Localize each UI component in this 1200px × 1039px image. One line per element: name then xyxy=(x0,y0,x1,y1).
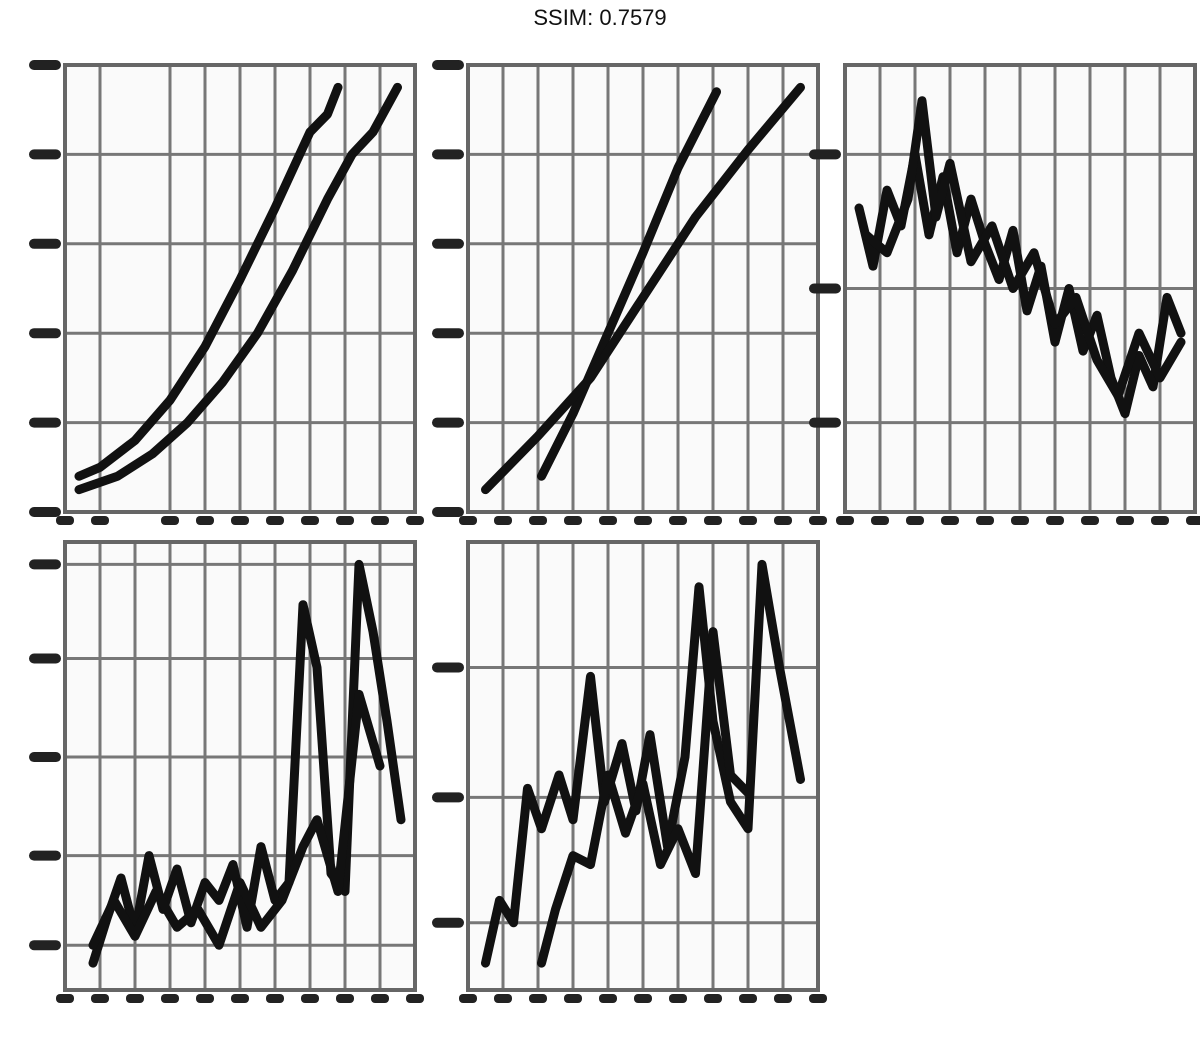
line-series xyxy=(537,627,753,968)
tick-blob xyxy=(91,994,109,1003)
tick-blob xyxy=(809,516,827,525)
tick-blob xyxy=(529,516,547,525)
tick-blob xyxy=(336,994,354,1003)
tick-blob xyxy=(739,516,757,525)
tick-blob xyxy=(432,60,464,70)
line-series xyxy=(861,96,1186,401)
tick-blob xyxy=(432,328,464,339)
tick-blob xyxy=(459,994,477,1003)
tick-blob xyxy=(371,994,389,1003)
tick-blob xyxy=(29,60,61,70)
tick-blob xyxy=(1081,516,1099,525)
tick-blob xyxy=(266,994,284,1003)
tick-blob xyxy=(459,516,477,525)
tick-blob xyxy=(406,516,424,525)
tick-blob xyxy=(432,149,464,160)
tick-blob xyxy=(231,516,249,525)
tick-blob xyxy=(529,994,547,1003)
tick-blob xyxy=(231,994,249,1003)
tick-blob xyxy=(1046,516,1064,525)
tick-blob xyxy=(91,516,109,525)
tick-blob xyxy=(432,662,464,673)
tick-blob xyxy=(704,994,722,1003)
tick-blob xyxy=(871,516,889,525)
tick-blob xyxy=(29,653,61,664)
tick-blob xyxy=(29,850,61,861)
tick-blob xyxy=(29,149,61,160)
title: SSIM: 0.7579 xyxy=(533,5,666,30)
line-series xyxy=(481,82,805,495)
tick-blob xyxy=(976,516,994,525)
tick-blob xyxy=(196,994,214,1003)
tick-blob xyxy=(1116,516,1134,525)
line-series xyxy=(74,82,402,495)
panel-border xyxy=(843,63,1197,514)
tick-blob xyxy=(432,792,464,803)
tick-blob xyxy=(432,917,464,928)
tick-blob xyxy=(29,752,61,763)
tick-blob xyxy=(126,994,144,1003)
tick-blob xyxy=(371,516,389,525)
tick-blob xyxy=(432,238,464,249)
tick-blob xyxy=(432,417,464,428)
tick-blob xyxy=(809,417,841,428)
tick-blob xyxy=(336,516,354,525)
panel-border xyxy=(466,540,820,992)
tick-blob xyxy=(634,994,652,1003)
tick-blob xyxy=(809,994,827,1003)
tick-blob xyxy=(196,516,214,525)
tick-blob xyxy=(29,238,61,249)
tick-blob xyxy=(564,516,582,525)
tick-blob xyxy=(406,994,424,1003)
tick-blob xyxy=(941,516,959,525)
tick-blob xyxy=(1011,516,1029,525)
tick-blob xyxy=(669,994,687,1003)
tick-blob xyxy=(1151,516,1169,525)
tick-blob xyxy=(29,328,61,339)
tick-blob xyxy=(161,516,179,525)
tick-blob xyxy=(599,994,617,1003)
line-series xyxy=(88,689,385,950)
tick-blob xyxy=(29,417,61,428)
tick-blob xyxy=(161,994,179,1003)
tick-blob xyxy=(56,516,74,525)
panel-border xyxy=(63,63,417,514)
tick-blob xyxy=(29,940,61,951)
tick-blob xyxy=(836,516,854,525)
tick-blob xyxy=(29,507,61,517)
tick-blob xyxy=(599,516,617,525)
tick-blob xyxy=(906,516,924,525)
tick-blob xyxy=(29,559,61,570)
tick-blob xyxy=(494,994,512,1003)
tick-blob xyxy=(301,516,319,525)
tick-blob xyxy=(56,994,74,1003)
tick-blob xyxy=(1186,516,1200,525)
tick-blob xyxy=(494,516,512,525)
line-series xyxy=(537,87,721,481)
tick-blob xyxy=(809,149,841,160)
tick-blob xyxy=(301,994,319,1003)
tick-blob xyxy=(266,516,284,525)
panel-border xyxy=(63,540,417,992)
tick-blob xyxy=(809,283,841,294)
tick-blob xyxy=(704,516,722,525)
tick-blob xyxy=(774,516,792,525)
tick-blob xyxy=(774,994,792,1003)
tick-blob xyxy=(634,516,652,525)
line-series xyxy=(74,82,343,481)
tick-blob xyxy=(739,994,757,1003)
tick-blob xyxy=(564,994,582,1003)
tick-blob xyxy=(669,516,687,525)
tick-blob xyxy=(432,507,464,517)
